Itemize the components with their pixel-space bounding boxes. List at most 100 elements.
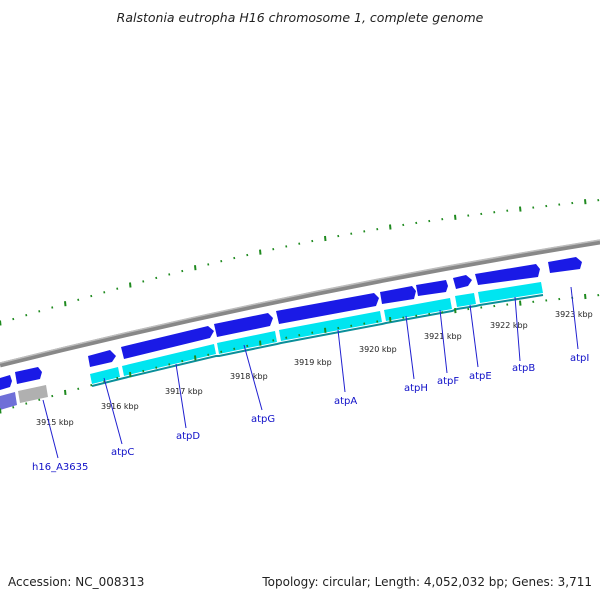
map-title: Ralstonia eutropha H16 chromosome 1, com… xyxy=(116,10,484,25)
gene-label-atph[interactable]: atpH xyxy=(404,383,428,394)
tick-mark xyxy=(584,293,587,300)
pseudo-gene-block[interactable] xyxy=(18,385,48,403)
gene-labels: h16_A3635 atpC atpD atpG atpA atpH atpF … xyxy=(32,353,589,473)
gene-label-atpe[interactable]: atpE xyxy=(469,371,492,382)
tick-mark xyxy=(103,291,106,294)
gene-arrow[interactable] xyxy=(276,293,379,324)
forward-gene-track xyxy=(0,257,582,390)
tick-mark xyxy=(194,355,197,361)
cds-block[interactable] xyxy=(478,282,543,303)
tick-mark xyxy=(584,199,587,205)
tick-mark xyxy=(454,308,457,314)
tick-mark xyxy=(519,300,522,306)
gene-label-atpi[interactable]: atpI xyxy=(570,353,589,364)
tick-mark xyxy=(51,394,54,398)
gene-arrow[interactable] xyxy=(548,257,582,273)
tick-mark xyxy=(493,304,496,308)
tick-mark xyxy=(337,234,340,238)
tick-mark xyxy=(389,316,392,323)
tick-mark xyxy=(363,322,366,325)
tick-mark xyxy=(77,298,80,302)
gene-label-atpd[interactable]: atpD xyxy=(176,431,200,442)
genome-backbone-highlight xyxy=(0,239,600,364)
tick-mark xyxy=(480,306,483,309)
gene-label-atpc[interactable]: atpC xyxy=(111,447,134,458)
tick-mark xyxy=(90,294,93,298)
gene-arrow[interactable] xyxy=(416,280,448,296)
tick-mark xyxy=(246,253,249,257)
gene-arrow[interactable] xyxy=(0,375,12,390)
tick-mark xyxy=(467,307,470,311)
tick-mark xyxy=(389,224,392,230)
tick-mark xyxy=(337,326,340,330)
tick-mark xyxy=(220,260,223,263)
genome-stats-text: Topology: circular; Length: 4,052,032 bp… xyxy=(262,575,592,589)
gene-label-atpf[interactable]: atpF xyxy=(437,376,459,387)
gene-arrow[interactable] xyxy=(15,367,42,384)
tick-mark xyxy=(597,294,600,297)
tick-mark xyxy=(0,408,2,414)
tick-mark xyxy=(64,389,67,396)
tick-mark xyxy=(233,347,236,351)
tick-mark xyxy=(519,206,522,212)
cds-block[interactable] xyxy=(90,367,120,384)
gene-arrow[interactable] xyxy=(88,350,116,367)
tick-mark xyxy=(129,282,132,288)
tick-mark xyxy=(90,383,93,387)
tick-mark xyxy=(545,299,548,302)
tick-mark xyxy=(298,333,301,337)
gene-arrow[interactable] xyxy=(121,326,214,359)
tick-mark xyxy=(25,314,28,317)
tick-mark xyxy=(12,406,15,409)
position-label: 3919 kbp xyxy=(294,358,332,367)
position-label: 3917 kbp xyxy=(165,387,203,396)
genome-backbone xyxy=(0,239,600,368)
tick-mark xyxy=(116,376,119,380)
tick-mark xyxy=(259,340,262,346)
cds-block[interactable] xyxy=(122,344,216,376)
gene-arrow[interactable] xyxy=(453,275,472,289)
cds-block[interactable] xyxy=(384,298,452,321)
tick-mark xyxy=(246,344,249,348)
tick-mark xyxy=(155,276,158,280)
tick-mark xyxy=(454,214,457,220)
gene-arrow[interactable] xyxy=(380,286,416,304)
other-gene-block[interactable] xyxy=(0,392,17,410)
tick-mark xyxy=(181,359,184,363)
tick-mark xyxy=(285,336,288,339)
gene-label-atpa[interactable]: atpA xyxy=(334,396,357,407)
gene-label-atpg[interactable]: atpG xyxy=(251,414,275,425)
tick-mark xyxy=(0,320,2,326)
tick-mark xyxy=(311,331,314,334)
gene-arrow[interactable] xyxy=(214,313,273,337)
tick-mark xyxy=(415,221,418,225)
tick-mark xyxy=(116,287,119,290)
position-label: 3918 kbp xyxy=(230,372,268,381)
tick-mark xyxy=(38,398,41,402)
cds-block[interactable] xyxy=(279,311,382,341)
tick-mark xyxy=(376,320,379,323)
tick-mark xyxy=(51,306,54,309)
tick-mark xyxy=(493,211,496,214)
tick-mark xyxy=(350,324,353,327)
tick-mark xyxy=(428,312,431,316)
gene-label-h16-a3635[interactable]: h16_A3635 xyxy=(32,462,88,473)
gene-label-atpb[interactable]: atpB xyxy=(512,363,535,374)
tick-mark xyxy=(103,380,106,383)
tick-mark xyxy=(207,263,210,266)
tick-mark xyxy=(363,230,366,233)
tick-mark xyxy=(545,204,548,208)
tick-mark xyxy=(181,269,184,273)
tick-mark xyxy=(480,212,483,216)
gene-arrow[interactable] xyxy=(475,264,540,285)
tick-mark xyxy=(532,206,535,209)
tick-mark xyxy=(272,248,275,251)
tick-mark xyxy=(194,265,197,271)
tick-mark xyxy=(506,303,509,306)
cds-block[interactable] xyxy=(217,331,277,354)
cds-block[interactable] xyxy=(455,293,476,307)
position-label: 3922 kbp xyxy=(490,321,528,330)
tick-mark xyxy=(155,366,158,369)
tick-mark xyxy=(558,203,561,206)
